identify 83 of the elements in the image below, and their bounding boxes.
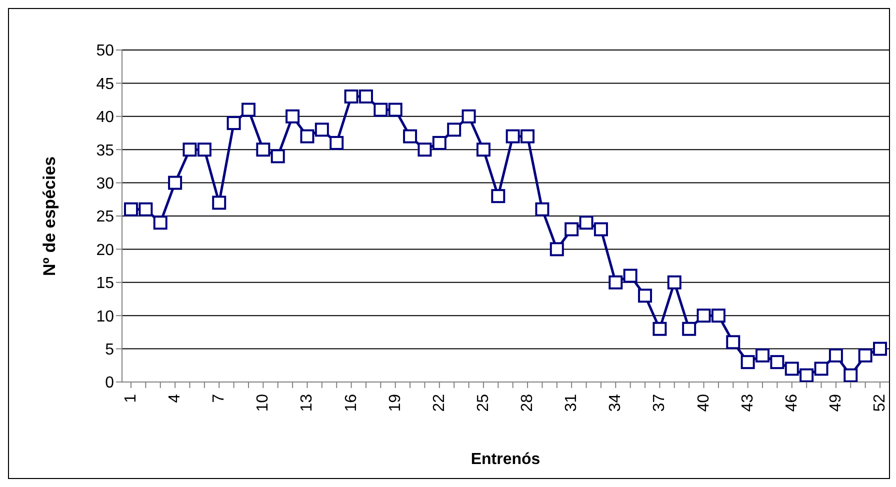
point <box>873 342 887 356</box>
x-tick-label: 46 <box>783 394 800 412</box>
point <box>168 176 182 190</box>
y-tick-label: 35 <box>96 142 114 160</box>
point <box>153 216 168 230</box>
point <box>579 216 594 230</box>
x-tick-label: 40 <box>695 394 712 412</box>
point <box>726 335 740 350</box>
x-tick-label: 7 <box>210 394 228 403</box>
point <box>462 109 476 124</box>
x-tick-label: 1 <box>122 394 140 403</box>
y-tick-label: 5 <box>105 341 114 358</box>
y-tick-label: 10 <box>96 308 114 326</box>
point <box>432 136 446 150</box>
x-tick-label: 52 <box>872 394 888 412</box>
y-tick-label: 50 <box>96 42 114 60</box>
point <box>241 102 256 117</box>
y-tick-label: 0 <box>105 374 114 392</box>
x-tick-label: 22 <box>430 394 448 412</box>
point <box>858 348 872 362</box>
point <box>270 149 285 164</box>
point <box>770 355 784 370</box>
point <box>828 348 843 362</box>
y-tick-label: 40 <box>96 109 114 126</box>
point <box>711 308 726 323</box>
point <box>594 222 608 236</box>
point <box>740 355 755 370</box>
y-tick-label: 45 <box>96 76 114 93</box>
point <box>506 129 520 144</box>
x-axis-title: Entrenós <box>470 451 540 468</box>
point <box>535 202 550 216</box>
y-axis-title: Nº de espécies <box>40 156 60 276</box>
x-tick-label: 37 <box>651 394 668 412</box>
point <box>800 368 814 382</box>
y-tick-label: 25 <box>96 208 114 226</box>
point <box>667 275 682 290</box>
x-tick-label: 28 <box>519 394 536 412</box>
y-tick-label: 30 <box>96 175 114 192</box>
x-tick-label: 10 <box>254 394 272 412</box>
x-tick-label: 4 <box>166 394 184 403</box>
point <box>447 122 462 137</box>
x-tick-label: 31 <box>563 394 580 412</box>
point <box>182 142 197 157</box>
point <box>197 142 212 157</box>
x-tick-label: 16 <box>342 394 360 412</box>
point <box>696 308 711 323</box>
point <box>682 322 696 336</box>
point <box>814 362 828 376</box>
point <box>124 202 138 216</box>
point <box>286 109 300 124</box>
x-tick-label: 19 <box>386 394 404 412</box>
point <box>344 89 358 104</box>
point <box>756 348 770 362</box>
point <box>520 129 535 144</box>
x-tick-label: 43 <box>739 394 756 412</box>
point <box>138 202 153 216</box>
point <box>212 196 226 210</box>
point <box>256 142 270 157</box>
x-tick-label: 13 <box>298 394 316 412</box>
point <box>300 129 314 144</box>
point <box>784 362 799 376</box>
point <box>476 142 490 157</box>
y-tick-label: 20 <box>96 242 114 259</box>
point <box>564 222 579 236</box>
point <box>314 122 329 137</box>
point <box>638 288 652 303</box>
point <box>403 129 418 144</box>
x-tick-label: 34 <box>607 394 624 412</box>
y-tick-label: 15 <box>96 275 114 292</box>
point <box>844 368 858 382</box>
point <box>374 102 388 117</box>
point <box>608 275 623 290</box>
point <box>388 102 402 117</box>
point <box>358 89 373 104</box>
x-tick-label: 25 <box>474 394 492 412</box>
point <box>491 189 506 204</box>
point <box>330 136 344 150</box>
point <box>550 242 564 256</box>
point <box>652 322 667 336</box>
x-tick-label: 49 <box>827 394 844 412</box>
point <box>418 142 432 157</box>
point <box>623 268 638 283</box>
point <box>226 116 241 130</box>
